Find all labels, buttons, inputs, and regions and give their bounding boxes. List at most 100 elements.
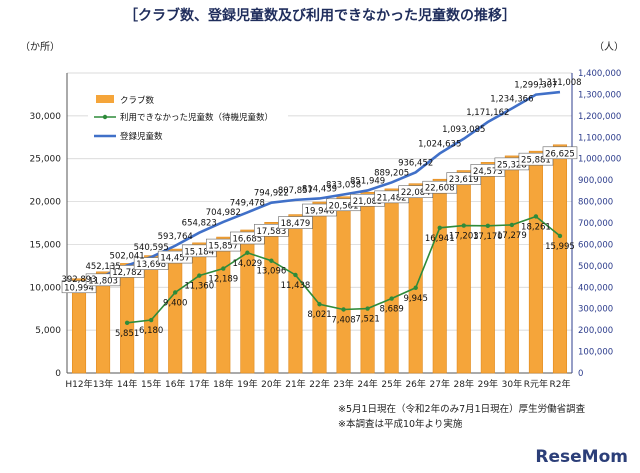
note-1: ※5月1日現在（令和2年のみ7月1日現在）厚生労働省調査 bbox=[338, 403, 586, 415]
registered-label: 452,135 bbox=[85, 262, 120, 272]
waiting-label: 8,021 bbox=[307, 310, 331, 320]
x-axis-ticks: H12年 13年 14年 15年 16年 17年 18年 19年 20年 21年 22年 23年 24年… bbox=[65, 378, 570, 390]
bar-label: 20,561 bbox=[329, 201, 359, 211]
waiting-point bbox=[269, 258, 274, 263]
legend: クラブ数 利用できなかった児童数（待機児童数） 登録児童数 bbox=[88, 86, 288, 144]
registered-label: 1,311,008 bbox=[538, 78, 581, 88]
waiting-label: 18,261 bbox=[521, 222, 551, 232]
right-tick-label: 1,100,000 bbox=[578, 133, 621, 143]
bar-label: 25,328 bbox=[497, 160, 527, 170]
registered-label: 814,439 bbox=[302, 184, 337, 194]
x-tick-label: 29年 bbox=[478, 378, 498, 390]
left-tick-label: 20,000 bbox=[30, 198, 62, 208]
right-tick-label: 700,000 bbox=[578, 219, 613, 229]
waiting-point bbox=[461, 223, 466, 228]
bar bbox=[288, 214, 303, 374]
bar bbox=[336, 196, 351, 374]
registered-label: 1,024,635 bbox=[418, 139, 461, 149]
bar bbox=[504, 155, 519, 374]
left-tick-label: 5,000 bbox=[35, 326, 61, 336]
waiting-point bbox=[221, 266, 226, 271]
x-tick-label: 13年 bbox=[93, 378, 113, 390]
waiting-point bbox=[173, 290, 178, 295]
bar bbox=[144, 255, 159, 374]
x-tick-label: 28年 bbox=[454, 378, 474, 390]
x-tick-label: 19年 bbox=[237, 378, 257, 390]
left-axis-ticks: 0 5,000 10,000 15,000 20,000 25,000 30,000 bbox=[30, 112, 62, 379]
x-tick-label: R元年 bbox=[524, 378, 548, 390]
x-tick-label: 30年 bbox=[502, 378, 522, 390]
bar bbox=[168, 248, 183, 374]
waiting-label: 7,408 bbox=[331, 316, 355, 326]
left-tick-label: 25,000 bbox=[30, 155, 62, 165]
legend-label-bars: クラブ数 bbox=[120, 95, 155, 106]
bar-label: 22,608 bbox=[425, 184, 455, 194]
left-tick-label: 0 bbox=[55, 369, 61, 379]
right-tick-label: 800,000 bbox=[578, 198, 613, 208]
right-tick-label: 1,000,000 bbox=[578, 155, 621, 165]
bar bbox=[216, 236, 231, 374]
bar-label: 19,946 bbox=[305, 207, 335, 217]
left-axis-unit: （か所） bbox=[20, 41, 60, 53]
right-tick-label: 400,000 bbox=[578, 283, 613, 293]
bar-label: 21,085 bbox=[353, 197, 383, 207]
x-tick-label: R2年 bbox=[549, 378, 570, 390]
note-2: ※本調査は平成10年より実施 bbox=[338, 418, 463, 430]
registered-label: 392,893 bbox=[61, 275, 96, 285]
bar bbox=[528, 150, 543, 374]
bar-label: 25,881 bbox=[521, 156, 551, 166]
x-tick-label: 21年 bbox=[285, 378, 305, 390]
registered-label: 502,041 bbox=[110, 251, 145, 261]
waiting-label: 12,189 bbox=[208, 275, 238, 285]
waiting-label: 7,521 bbox=[355, 315, 379, 325]
right-axis-ticks: 0 100,000 200,000 300,000 400,000 500,000 600,… bbox=[578, 69, 621, 379]
bar bbox=[71, 278, 87, 374]
bar bbox=[360, 191, 375, 374]
waiting-label: 16,941 bbox=[425, 234, 455, 244]
bar-label: 26,625 bbox=[545, 149, 575, 159]
registered-label: 704,982 bbox=[206, 208, 241, 218]
registered-label: 807,857 bbox=[278, 186, 313, 196]
bar-labels: 10,99411,80312,78213,69814,45715,18415,8… bbox=[61, 146, 578, 293]
bar bbox=[264, 221, 279, 374]
bar bbox=[312, 201, 327, 374]
right-tick-label: 300,000 bbox=[578, 305, 613, 315]
x-tick-label: 14年 bbox=[117, 378, 137, 390]
x-tick-label: 24年 bbox=[357, 378, 377, 390]
left-tick-label: 15,000 bbox=[30, 240, 62, 250]
right-tick-label: 0 bbox=[578, 369, 583, 379]
bar-label: 10,994 bbox=[64, 283, 94, 293]
waiting-label: 5,851 bbox=[115, 329, 139, 339]
waiting-label: 8,689 bbox=[379, 305, 403, 315]
registered-label: 1,299,307 bbox=[514, 81, 557, 91]
left-tick-label: 30,000 bbox=[30, 112, 62, 122]
registered-label: 593,764 bbox=[158, 232, 193, 242]
waiting-label: 17,170 bbox=[473, 232, 503, 242]
right-tick-label: 500,000 bbox=[578, 262, 613, 272]
left-tick-label: 10,000 bbox=[30, 283, 62, 293]
bar-label: 17,583 bbox=[257, 227, 287, 237]
bar-label: 15,184 bbox=[184, 247, 214, 257]
waiting-point bbox=[389, 296, 394, 301]
waiting-label: 17,203 bbox=[449, 232, 479, 242]
registered-label: 936,452 bbox=[398, 158, 433, 168]
x-tick-label: 15年 bbox=[141, 378, 161, 390]
right-tick-label: 1,400,000 bbox=[578, 69, 621, 79]
waiting-label: 9,945 bbox=[404, 294, 428, 304]
waiting-label: 14,029 bbox=[232, 259, 262, 269]
waiting-point bbox=[365, 306, 370, 311]
x-tick-label: 20年 bbox=[261, 378, 281, 390]
bar-label: 24,573 bbox=[473, 167, 503, 177]
waiting-label: 15,995 bbox=[545, 242, 575, 252]
x-tick-label: 18年 bbox=[213, 378, 233, 390]
right-tick-label: 100,000 bbox=[578, 348, 613, 358]
bar bbox=[120, 263, 135, 374]
waiting-point bbox=[341, 307, 346, 312]
bar-label: 21,482 bbox=[377, 193, 407, 203]
bar-label-box bbox=[278, 216, 313, 229]
legend-label-waiting: 利用できなかった児童数（待機児童数） bbox=[120, 112, 273, 123]
waiting-label: 13,096 bbox=[257, 267, 287, 277]
registered-label: 1,171,162 bbox=[466, 108, 509, 118]
bar-label: 12,782 bbox=[112, 268, 142, 278]
registered-label: 889,205 bbox=[374, 168, 409, 178]
